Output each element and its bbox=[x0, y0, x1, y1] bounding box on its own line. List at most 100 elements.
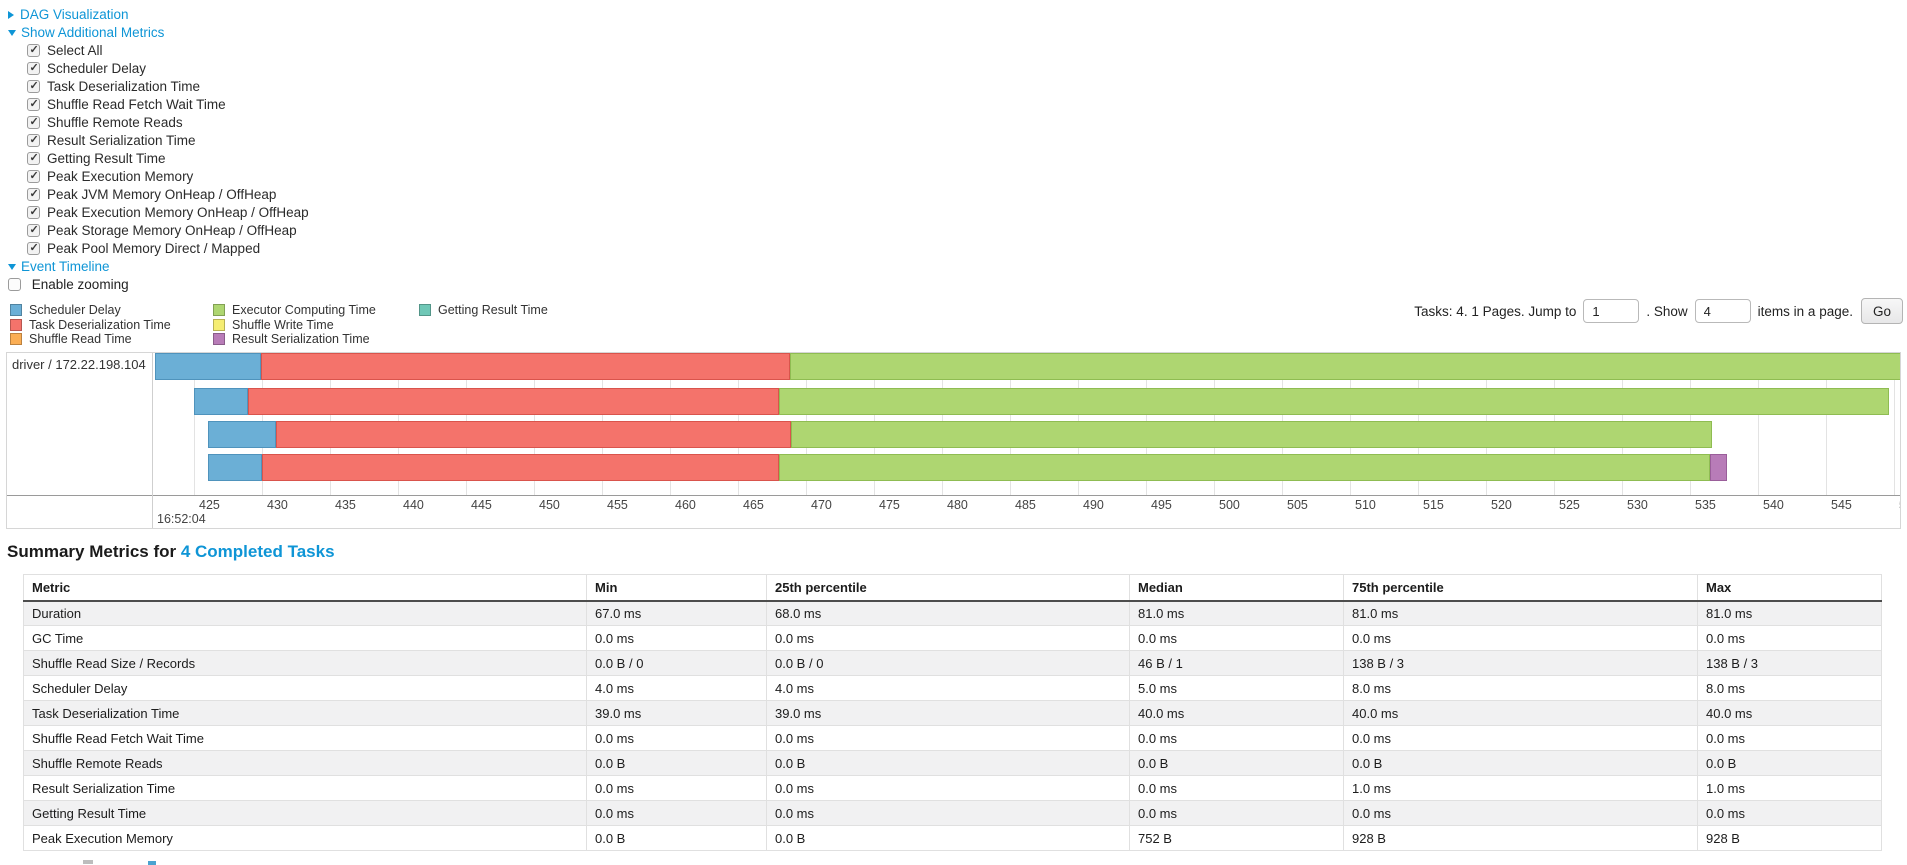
table-row: Shuffle Read Size / Records 0.0 B / 0 0.0 … bbox=[23, 650, 1882, 676]
table-cell: 0.0 ms bbox=[1129, 625, 1344, 651]
axis-tick-label: 450 bbox=[539, 498, 560, 512]
table-cell: 0.0 B / 0 bbox=[586, 650, 767, 676]
axis-start-time-label: 16:52:04 bbox=[157, 512, 206, 526]
timeline-task-segment-deserialization[interactable] bbox=[262, 454, 779, 481]
table-cell: 0.0 ms bbox=[586, 800, 767, 826]
timeline-task-segment-computing[interactable] bbox=[789, 353, 1900, 380]
axis-tick-label: 455 bbox=[607, 498, 628, 512]
metric-checkbox[interactable] bbox=[27, 133, 40, 147]
legend-label: Shuffle Read Time bbox=[29, 332, 132, 346]
table-cell: 81.0 ms bbox=[1697, 600, 1882, 626]
metric-checkbox[interactable] bbox=[27, 115, 40, 129]
table-cell: 40.0 ms bbox=[1129, 700, 1344, 726]
metric-checkbox[interactable] bbox=[27, 187, 40, 201]
table-cell: 0.0 ms bbox=[1129, 775, 1344, 801]
legend-column: Scheduler Delay Task Deserialization Time… bbox=[10, 303, 195, 347]
table-row: Peak Execution Memory 0.0 B 0.0 B 752 B 928 … bbox=[23, 825, 1882, 851]
table-cell: 138 B / 3 bbox=[1697, 650, 1882, 676]
timeline-task-segment-scheduler_delay[interactable] bbox=[194, 388, 249, 415]
table-cell: 40.0 ms bbox=[1343, 700, 1698, 726]
axis-tick-label: 505 bbox=[1287, 498, 1308, 512]
timeline-task-segment-scheduler_delay[interactable] bbox=[207, 454, 262, 481]
table-row: GC Time 0.0 ms 0.0 ms 0.0 ms 0.0 ms 0.0 ms bbox=[23, 625, 1882, 651]
axis-tick-label: 470 bbox=[811, 498, 832, 512]
legend-label: Result Serialization Time bbox=[232, 332, 370, 346]
axis-tick-label: 425 bbox=[199, 498, 220, 512]
metric-checkbox[interactable] bbox=[27, 61, 40, 75]
legend-swatch-icon bbox=[10, 333, 22, 345]
metric-checkbox-label: Peak Pool Memory Direct / Mapped bbox=[47, 241, 261, 256]
dag-visualization-label: DAG Visualization bbox=[20, 7, 129, 22]
metric-checkbox-label: Shuffle Remote Reads bbox=[47, 115, 183, 130]
axis-tick-label: 510 bbox=[1355, 498, 1376, 512]
timeline-task-segment-computing[interactable] bbox=[778, 454, 1711, 481]
table-column-header: Max bbox=[1697, 574, 1882, 602]
metric-checkbox[interactable] bbox=[27, 205, 40, 219]
table-cell: 81.0 ms bbox=[1343, 600, 1698, 626]
metric-checkbox[interactable] bbox=[27, 169, 40, 183]
metric-checkbox[interactable] bbox=[27, 97, 40, 111]
table-cell: 0.0 ms bbox=[1697, 625, 1882, 651]
legend-item: Task Deserialization Time bbox=[10, 318, 195, 333]
table-cell: 752 B bbox=[1129, 825, 1344, 851]
timeline-task-segment-computing[interactable] bbox=[778, 388, 1889, 415]
gridline bbox=[194, 353, 195, 495]
go-button[interactable]: Go bbox=[1860, 298, 1903, 324]
metric-checkbox-row: Shuffle Remote Reads bbox=[27, 114, 309, 132]
table-cell: 0.0 ms bbox=[1129, 800, 1344, 826]
table-cell: 1.0 ms bbox=[1343, 775, 1698, 801]
table-cell: 0.0 ms bbox=[1129, 725, 1344, 751]
table-cell: 0.0 B bbox=[766, 750, 1130, 776]
legend-label: Shuffle Write Time bbox=[232, 317, 334, 332]
metric-checkbox[interactable] bbox=[27, 79, 40, 93]
metric-checkbox-row: Peak Execution Memory bbox=[27, 168, 309, 186]
metric-checkbox[interactable] bbox=[27, 43, 40, 57]
table-cell: 0.0 ms bbox=[1343, 800, 1698, 826]
table-column-header: 25th percentile bbox=[766, 574, 1130, 602]
metric-checkbox-row: Peak Pool Memory Direct / Mapped bbox=[27, 240, 309, 258]
axis-tick-label: 530 bbox=[1627, 498, 1648, 512]
pagination-suffix: items in a page. bbox=[1757, 303, 1853, 319]
gridline bbox=[1758, 353, 1759, 495]
axis-tick-label: 485 bbox=[1015, 498, 1036, 512]
metric-checkbox-row: Result Serialization Time bbox=[27, 132, 309, 150]
timeline-task-segment-deserialization[interactable] bbox=[260, 353, 790, 380]
timeline-task-segment-deserialization[interactable] bbox=[248, 388, 779, 415]
legend-item: Result Serialization Time bbox=[213, 332, 401, 347]
axis-tick-label: 445 bbox=[471, 498, 492, 512]
enable-zooming-checkbox[interactable] bbox=[8, 278, 21, 291]
timeline-task-segment-scheduler_delay[interactable] bbox=[154, 353, 261, 380]
table-cell: 39.0 ms bbox=[766, 700, 1130, 726]
table-cell: Task Deserialization Time bbox=[23, 700, 587, 726]
metric-checkbox[interactable] bbox=[27, 151, 40, 165]
table-row: Duration 67.0 ms 68.0 ms 81.0 ms 81.0 ms 81.0… bbox=[23, 600, 1882, 626]
timeline-task-segment-deserialization[interactable] bbox=[275, 421, 792, 448]
timeline-task-segment-computing[interactable] bbox=[791, 421, 1712, 448]
table-cell: Scheduler Delay bbox=[23, 675, 587, 701]
event-timeline-toggle[interactable]: Event Timeline bbox=[8, 258, 309, 276]
completed-tasks-link[interactable]: 4 Completed Tasks bbox=[180, 542, 335, 561]
jump-to-page-input[interactable] bbox=[1583, 299, 1640, 323]
metric-checkbox[interactable] bbox=[27, 223, 40, 237]
table-column-header: Median bbox=[1129, 574, 1344, 602]
metric-checkbox-label: Peak Execution Memory bbox=[47, 169, 194, 184]
metric-checkbox-label: Shuffle Read Fetch Wait Time bbox=[47, 97, 226, 112]
table-cell: 8.0 ms bbox=[1697, 675, 1882, 701]
metric-checkbox-row: Shuffle Read Fetch Wait Time bbox=[27, 96, 309, 114]
table-cell: 0.0 ms bbox=[586, 625, 767, 651]
clipped-next-section-fragment bbox=[148, 861, 156, 865]
dag-visualization-toggle[interactable]: DAG Visualization bbox=[8, 6, 309, 24]
table-cell: 0.0 ms bbox=[766, 800, 1130, 826]
table-cell: 0.0 ms bbox=[766, 625, 1130, 651]
table-cell: 0.0 B / 0 bbox=[766, 650, 1130, 676]
triangle-right-icon bbox=[8, 11, 14, 19]
legend-label: Getting Result Time bbox=[438, 303, 548, 317]
stage-controls: DAG Visualization Show Additional Metric… bbox=[8, 6, 309, 294]
show-additional-metrics-toggle[interactable]: Show Additional Metrics bbox=[8, 24, 309, 42]
metric-checkbox[interactable] bbox=[27, 241, 40, 255]
timeline-task-segment-scheduler_delay[interactable] bbox=[207, 421, 276, 448]
items-per-page-input[interactable] bbox=[1694, 299, 1751, 323]
timeline-task-segment-result_serialization[interactable] bbox=[1710, 454, 1727, 481]
axis-tick-label: 490 bbox=[1083, 498, 1104, 512]
